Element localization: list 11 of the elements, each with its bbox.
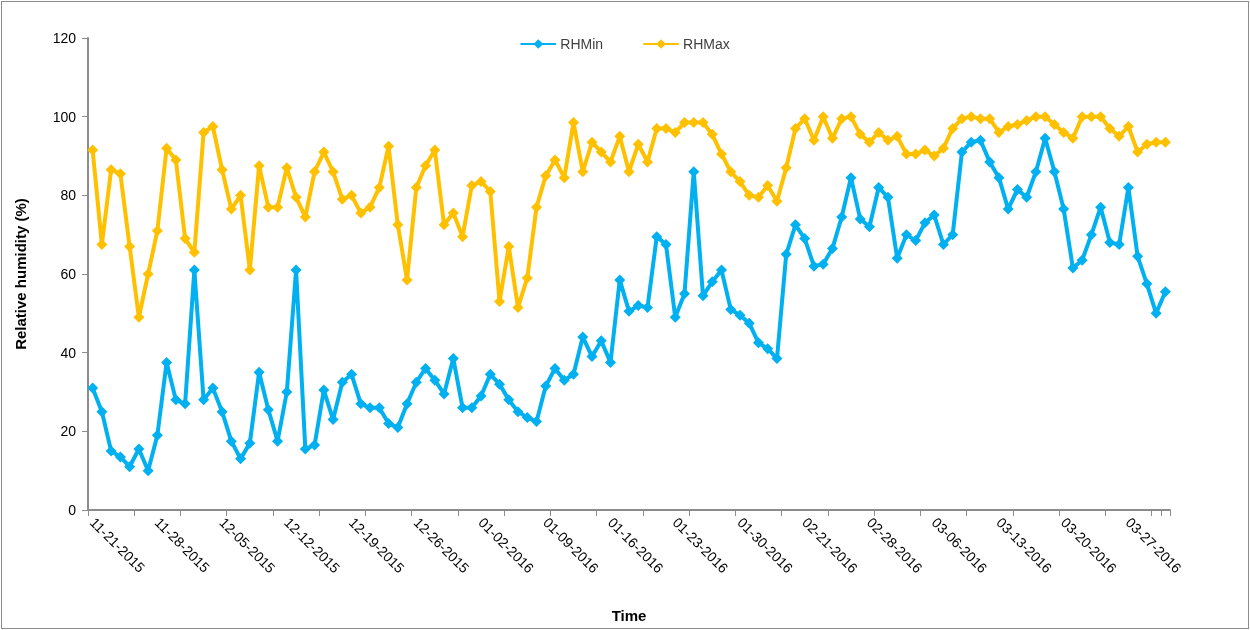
y-tick-label: 60 (60, 266, 77, 282)
y-tick-label: 0 (68, 502, 77, 518)
y-tick-label: 20 (60, 423, 77, 440)
y-tick-label: 40 (60, 344, 77, 361)
legend-label: RHMin (560, 36, 604, 52)
y-tick-label: 80 (60, 187, 77, 204)
y-tick-label: 100 (52, 108, 77, 125)
y-axis-title: Relative humidity (%) (12, 198, 29, 350)
y-tick-label: 120 (52, 30, 77, 46)
legend-label: RHMax (683, 36, 730, 52)
x-axis-title: Time (611, 607, 647, 624)
